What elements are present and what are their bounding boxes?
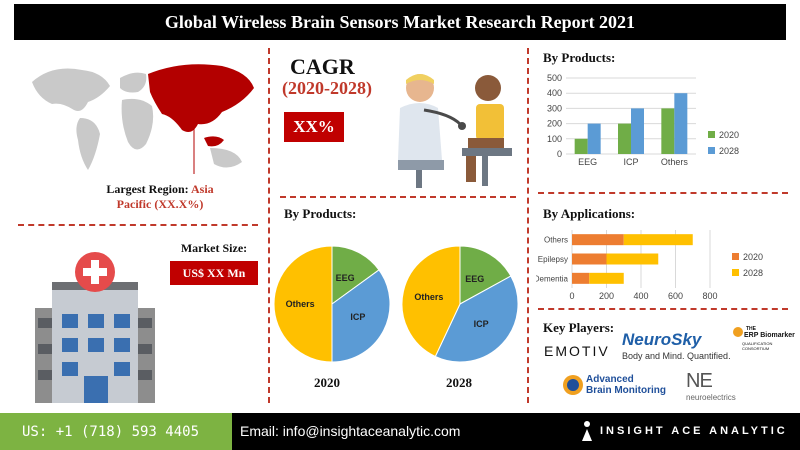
footer-phone: US: +1 (718) 593 4405 — [0, 413, 232, 450]
app-heading: By Applications: — [543, 206, 636, 221]
legend-label: 2028 — [743, 268, 763, 278]
legend-swatch-2020 — [708, 131, 715, 138]
market-size-label: Market Size: — [180, 241, 248, 255]
bar-eeg-2020 — [574, 138, 588, 154]
key-players-heading: Key Players: — [543, 320, 615, 335]
y-tick-label: Others — [544, 236, 568, 245]
logo-erp-title: ERP Biomarker — [744, 332, 795, 339]
erp-logo-icon — [733, 327, 743, 337]
y-tick-label: 200 — [547, 119, 562, 129]
legend-swatch-2028 — [732, 269, 739, 276]
bar-heading: By Products: — [543, 50, 616, 65]
cagr-years: (2020-2028) — [282, 78, 372, 98]
logo-neurosky: NeuroSky — [622, 330, 702, 349]
x-tick-label: 600 — [668, 291, 683, 301]
applications-bar-chart: 0 200 400 600 800 Others Epilepsy Dementia 2020 2… — [536, 230, 763, 301]
pie-slice-label: ICP — [474, 319, 489, 329]
bar-others-2020 — [661, 108, 675, 154]
x-tick-label: 800 — [702, 291, 717, 301]
divider-right-h1 — [538, 192, 788, 194]
logo-abm-line1: Advanced — [586, 374, 634, 385]
x-tick-label: 0 — [569, 291, 574, 301]
pie-2028-slice-others — [401, 245, 461, 358]
logo-ne: NE — [686, 370, 713, 392]
x-tick-label: EEG — [578, 157, 597, 167]
largest-region-label: Largest Region: — [106, 182, 189, 196]
y-tick-label: 0 — [557, 149, 562, 159]
pie-2028-slice-eeg — [459, 245, 512, 305]
doctor-patient-illustration — [398, 74, 512, 188]
pie-heading: By Products: — [284, 206, 357, 221]
hbar-others-2020 — [572, 234, 624, 246]
bar-icp-2028 — [631, 108, 644, 154]
hbar-dementia-2020 — [572, 272, 590, 284]
legend-label: 2020 — [743, 252, 763, 262]
world-map — [32, 64, 254, 174]
abm-logo-icon — [563, 375, 583, 395]
footer: US: +1 (718) 593 4405 Email: info@insigh… — [0, 413, 800, 450]
pie-slice-label: Others — [414, 292, 443, 302]
hbar-epilepsy-2028 — [606, 253, 659, 265]
report-title: Global Wireless Brain Sensors Market Res… — [14, 4, 786, 40]
logo-neuroelectrics: neuroelectrics — [686, 393, 736, 402]
y-tick-label: 100 — [547, 134, 562, 144]
divider-right — [527, 48, 529, 403]
cagr-value: XX% — [284, 112, 344, 142]
x-tick-label: Others — [661, 157, 689, 167]
legend-label: 2020 — [719, 130, 739, 140]
footer-brand: INSIGHT ACE ANALYTIC — [600, 425, 788, 437]
pie-2020-slice-icp — [331, 269, 391, 363]
hbar-dementia-2028 — [589, 272, 624, 284]
pie-2028-label: 2028 — [446, 375, 472, 390]
bar-eeg-2028 — [587, 123, 601, 154]
footer-contact: Email: info@insightaceanalytic.com INSIG… — [232, 413, 800, 450]
hbar-others-2028 — [623, 234, 693, 246]
pie-charts: EEG ICP Others EEG ICP Others — [273, 245, 519, 363]
y-tick-label: 500 — [547, 73, 562, 83]
divider-mid-h — [280, 196, 516, 198]
bar-others-2028 — [674, 93, 688, 154]
products-bar-chart: 0 100 200 300 400 500 EEG ICP Others 2020 2028 — [547, 73, 739, 167]
pie-slice-label: EEG — [336, 273, 355, 283]
logo-abm: Advanced Brain Monitoring — [586, 374, 666, 396]
logo-neurosky-tagline: Body and Mind. Quantified. — [622, 351, 731, 361]
x-tick-label: 200 — [599, 291, 614, 301]
y-tick-label: Dementia — [536, 274, 569, 283]
y-tick-label: 400 — [547, 88, 562, 98]
y-tick-label: Epilepsy — [538, 255, 568, 264]
footer-email: Email: info@insightaceanalytic.com — [240, 423, 461, 439]
legend-label: 2028 — [719, 146, 739, 156]
divider-right-h2 — [538, 308, 788, 310]
largest-region-share: Pacific (XX.X%) — [116, 197, 204, 211]
legend-swatch-2020 — [732, 253, 739, 260]
market-size-value: US$ XX Mn — [170, 261, 258, 285]
largest-region-name: Asia — [191, 182, 214, 196]
x-tick-label: ICP — [623, 157, 638, 167]
pie-2020-slice-others — [273, 245, 333, 363]
x-tick-label: 400 — [633, 291, 648, 301]
legend-swatch-2028 — [708, 147, 715, 154]
pie-2028-slice-icp — [434, 275, 519, 363]
largest-region: Largest Region: Asia Pacific (XX.X%) — [70, 182, 250, 212]
pie-slice-label: ICP — [350, 312, 365, 322]
logo-erp-sub: QUALIFICATION CONSORTIUM — [742, 341, 773, 351]
y-tick-label: 300 — [547, 103, 562, 113]
logo-abm-line2: Brain Monitoring — [586, 385, 666, 396]
cagr-title: CAGR — [290, 54, 355, 79]
logo-emotiv: EMOTIV — [544, 343, 610, 359]
hbar-epilepsy-2020 — [572, 253, 607, 265]
pie-slice-label: EEG — [465, 274, 484, 284]
pie-slice-label: Others — [286, 299, 315, 309]
pie-2020-label: 2020 — [314, 375, 340, 390]
divider-left — [268, 48, 270, 403]
hospital-illustration — [35, 252, 155, 403]
pie-2020-slice-eeg — [331, 245, 380, 305]
divider-left-h — [18, 224, 258, 226]
logo-erp-the: THE — [746, 326, 756, 332]
insight-ace-logo-icon — [582, 421, 592, 441]
bar-icp-2020 — [618, 123, 631, 154]
